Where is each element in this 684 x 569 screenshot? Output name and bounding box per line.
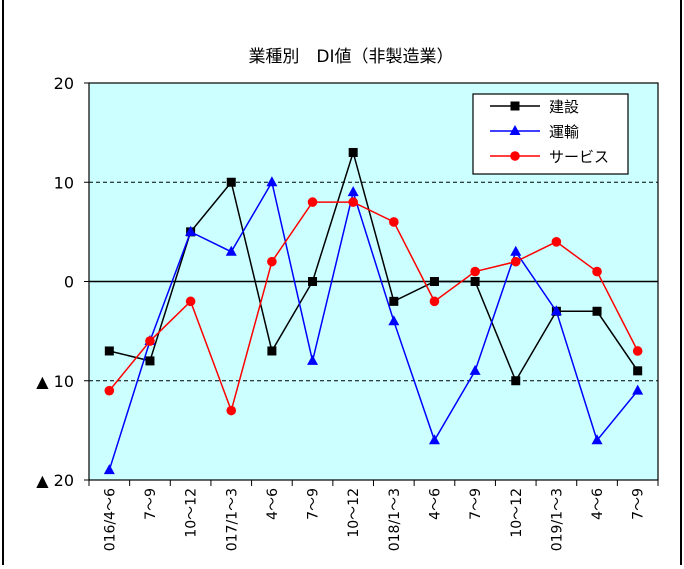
data-point — [511, 376, 521, 386]
series-line — [108, 201, 639, 413]
x-tick-label: 4～6 — [427, 488, 443, 520]
x-tick-label: 10～12 — [509, 488, 525, 538]
data-point — [185, 296, 196, 307]
legend-marker — [510, 101, 520, 111]
x-tick-label: 10～12 — [346, 488, 362, 538]
x-tick-label: 016/4～6 — [102, 488, 118, 551]
x-tick-label: 7～9 — [468, 488, 484, 520]
data-point — [510, 256, 521, 267]
data-point — [307, 354, 319, 365]
data-point — [226, 405, 237, 416]
y-tick-label: 0 — [64, 273, 74, 292]
series-2 — [104, 197, 643, 416]
data-point — [389, 217, 399, 227]
x-tick-label: 017/1～3 — [224, 488, 240, 551]
data-point — [632, 346, 643, 356]
y-axis-ticks: 20 10 0 ▲ 10 ▲ 20 — [36, 74, 89, 490]
data-point — [225, 245, 237, 256]
data-point — [632, 384, 644, 395]
data-point — [347, 186, 359, 197]
data-point — [267, 256, 277, 267]
data-point — [145, 336, 155, 346]
chart-title: 業種別 DI値（非製造業） — [248, 47, 453, 67]
legend-entry: 運輸 — [490, 123, 579, 141]
data-point — [266, 176, 278, 187]
data-point — [389, 296, 399, 306]
legend-label: 建設 — [549, 98, 579, 116]
data-point — [307, 197, 318, 207]
y-tick-label: 20 — [54, 74, 74, 93]
series-layer — [103, 147, 644, 475]
data-point — [469, 364, 481, 375]
y-tick-label: ▲ 20 — [36, 471, 74, 490]
legend-entry: サービス — [490, 148, 609, 166]
x-tick-label: 7～9 — [143, 488, 159, 520]
grid-lines — [89, 181, 658, 382]
legend-marker — [510, 151, 520, 161]
x-tick-label: 018/1～3 — [387, 488, 403, 551]
data-point — [226, 177, 236, 187]
data-point — [267, 346, 277, 356]
x-tick-label: 10～12 — [184, 488, 200, 538]
data-point — [591, 434, 603, 445]
series-line — [108, 180, 639, 471]
x-tick-label: 019/1～3 — [549, 488, 565, 551]
series-0 — [104, 147, 643, 386]
data-point — [348, 147, 358, 157]
legend-label: サービス — [549, 148, 609, 166]
x-tick-label: 4～6 — [590, 488, 606, 520]
data-point — [550, 305, 562, 316]
data-point — [551, 237, 562, 247]
legend-label: 運輸 — [549, 123, 579, 141]
x-axis-ticks: 016/4～6 7～9 10～12 017/1～3 4～6 7～9 10～12 018/1～3… — [88, 480, 659, 551]
y-tick-label: 10 — [54, 173, 74, 192]
data-point — [104, 385, 115, 396]
data-point — [470, 266, 480, 277]
data-point — [308, 277, 318, 286]
data-point — [429, 277, 439, 286]
data-point — [185, 225, 197, 236]
x-tick-label: 4～6 — [265, 488, 281, 520]
legend-marker — [509, 125, 521, 135]
x-tick-label: 7～9 — [306, 488, 322, 520]
data-point — [103, 464, 115, 475]
data-point — [470, 277, 480, 286]
data-point — [388, 315, 400, 326]
data-point — [592, 306, 602, 316]
data-point — [348, 197, 358, 207]
series-1 — [103, 176, 644, 475]
data-point — [592, 266, 602, 277]
data-point — [104, 346, 114, 356]
legend-box — [472, 93, 629, 175]
data-point — [428, 434, 440, 445]
y-tick-label: ▲ 10 — [36, 372, 74, 391]
data-point — [145, 356, 155, 366]
data-point — [429, 296, 440, 307]
data-point — [633, 366, 643, 376]
x-tick-label: 7～9 — [631, 488, 647, 520]
legend-entry: 建設 — [490, 98, 579, 116]
data-point — [510, 245, 522, 256]
series-line — [109, 149, 639, 383]
